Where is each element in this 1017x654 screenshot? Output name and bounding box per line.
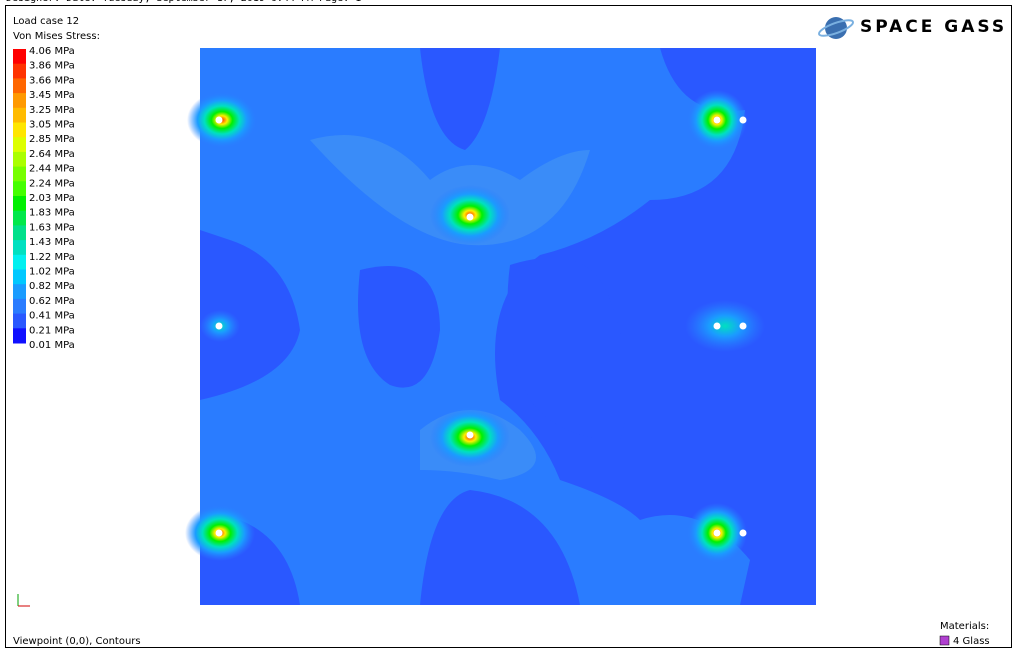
legend-swatch: [13, 196, 26, 212]
material-label: 4 Glass: [953, 636, 990, 647]
legend-swatch: [13, 328, 26, 344]
axis-triad: [17, 594, 30, 607]
legend-swatch: [13, 166, 26, 182]
legend-swatch: [13, 107, 26, 123]
legend-swatch: [13, 151, 26, 168]
material-swatch: [939, 635, 950, 646]
legend-label: 3.45 MPa: [29, 90, 75, 101]
legend-swatch: [13, 78, 26, 94]
contour-plot: [185, 48, 816, 605]
legend-label: 4.06 MPa: [29, 46, 75, 57]
legend-label: 1.22 MPa: [29, 252, 75, 263]
legend-swatch: [13, 298, 26, 315]
legend-swatch: [13, 137, 26, 153]
legend-swatch: [13, 93, 26, 109]
legend-label: 3.86 MPa: [29, 61, 75, 72]
legend-label: 0.21 MPa: [29, 325, 75, 336]
legend-title: Von Mises Stress:: [13, 31, 100, 42]
legend-swatch: [13, 284, 26, 300]
legend-label: 2.03 MPa: [29, 193, 75, 204]
load-case: Load case 12: [13, 16, 79, 27]
legend-swatch: [13, 181, 26, 197]
materials-title: Materials:: [940, 621, 989, 632]
legend-label: 1.83 MPa: [29, 208, 75, 219]
header-text: Designer: Date: Tuesday, September 17, 2…: [6, 0, 361, 4]
legend-swatch: [13, 313, 26, 329]
viewpoint: Viewpoint (0,0), Contours: [13, 636, 141, 647]
legend-swatch: [13, 210, 26, 226]
legend-label: 0.62 MPa: [29, 296, 75, 307]
legend-label: 3.05 MPa: [29, 120, 75, 131]
legend-label: 2.44 MPa: [29, 164, 75, 175]
legend-label: 3.66 MPa: [29, 75, 75, 86]
legend-label: 2.24 MPa: [29, 178, 75, 189]
logo-text: SPACE GASS: [860, 17, 1007, 37]
legend-label: 2.85 MPa: [29, 134, 75, 145]
legend-swatch: [13, 122, 26, 138]
legend-swatch: [13, 63, 26, 79]
legend-swatch: [13, 269, 26, 285]
legend-label: 2.64 MPa: [29, 149, 75, 160]
legend-label: 3.25 MPa: [29, 105, 75, 116]
legend-swatch: [13, 240, 26, 256]
legend-label: 0.01 MPa: [29, 340, 75, 351]
legend-label: 1.63 MPa: [29, 222, 75, 233]
legend-label: 1.02 MPa: [29, 267, 75, 278]
legend: 4.06 MPa 3.86 MPa 3.66 MPa 3.45 MPa 3.25 MPa…: [13, 46, 75, 351]
page-frame: [5, 5, 1012, 648]
logo: SPACE GASS: [817, 17, 1007, 39]
legend-label: 0.41 MPa: [29, 311, 75, 322]
legend-swatch: [13, 225, 26, 241]
legend-label: 1.43 MPa: [29, 237, 75, 248]
legend-swatch: [13, 49, 26, 65]
legend-label: 0.82 MPa: [29, 281, 75, 292]
legend-swatch: [13, 254, 26, 270]
